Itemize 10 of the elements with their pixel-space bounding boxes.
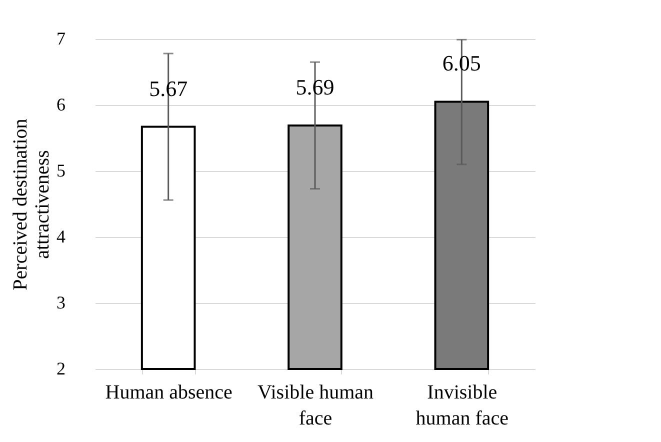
y-tick-label: 5 — [56, 160, 66, 180]
y-tick-label: 4 — [56, 226, 66, 246]
x-tick-label: Invisible human face — [416, 382, 509, 430]
x-tick-label: Visible human face — [257, 382, 374, 430]
y-tick-label: 6 — [56, 94, 66, 114]
x-tick-label: Human absence — [105, 382, 233, 404]
y-axis-title: Perceived destination attractiveness — [10, 118, 54, 290]
y-tick-label: 7 — [56, 28, 66, 48]
y-tick-label: 2 — [56, 358, 66, 378]
y-tick-label: 3 — [56, 292, 66, 312]
